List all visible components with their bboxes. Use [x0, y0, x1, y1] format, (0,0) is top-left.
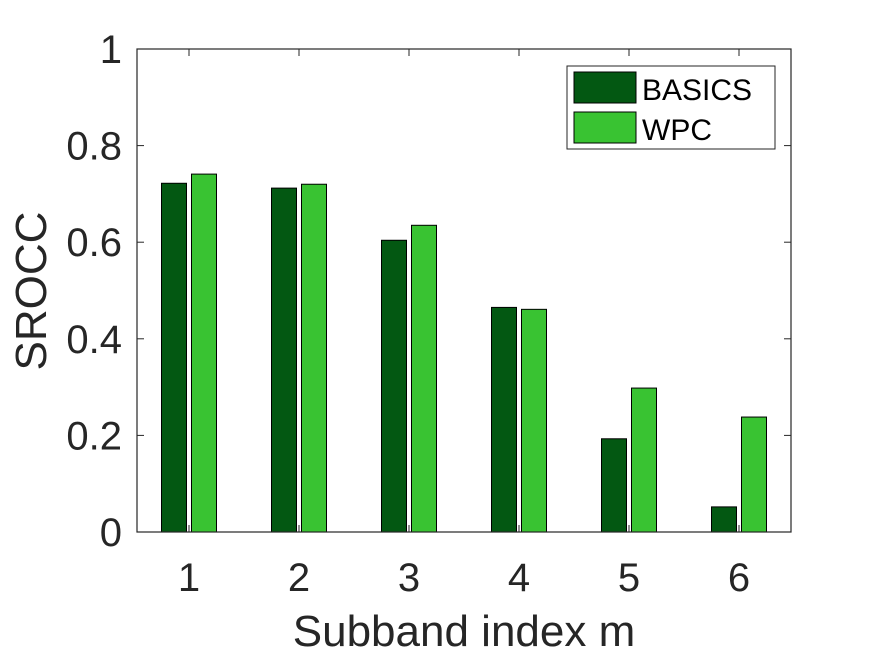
x-tick-label: 6 [728, 556, 750, 600]
bar-basics-3 [381, 239, 407, 533]
bar-wpc-3 [411, 224, 437, 533]
x-tick-label: 2 [288, 556, 310, 600]
legend-label-wpc: WPC [642, 114, 712, 147]
x-tick-labels: 1 2 3 4 5 6 [178, 556, 750, 600]
bar-basics-1 [161, 182, 187, 533]
y-tick-label: 0.8 [66, 125, 122, 169]
legend: BASICS WPC [566, 65, 776, 150]
plot-area-frame [136, 48, 792, 533]
bar-wpc-2 [301, 183, 327, 533]
bar-wpc-4 [521, 308, 547, 533]
bar-basics-5 [601, 438, 627, 533]
y-tick-label: 1 [100, 28, 122, 72]
legend-label-basics: BASICS [642, 74, 752, 107]
x-tick-label: 5 [618, 556, 640, 600]
bar-wpc-1 [191, 173, 217, 533]
x-axis-label: Subband index m [293, 607, 635, 656]
bar-basics-6 [711, 506, 737, 533]
y-tick-label: 0.4 [66, 318, 122, 362]
y-tick-label: 0 [100, 511, 122, 555]
legend-swatch-basics [573, 71, 637, 104]
ticks-layer [137, 48, 791, 533]
bar-basics-4 [491, 306, 517, 533]
x-tick-label: 4 [508, 556, 530, 600]
bar-wpc-6 [741, 416, 767, 533]
legend-swatch-wpc [573, 111, 637, 144]
y-tick-label: 0.2 [66, 414, 122, 458]
y-axis-label: SROCC [7, 212, 56, 371]
bars-layer [161, 173, 767, 533]
x-tick-label: 1 [178, 556, 200, 600]
bar-basics-2 [271, 187, 297, 533]
y-tick-labels: 0 0.2 0.4 0.6 0.8 1 [66, 28, 122, 555]
y-tick-label: 0.6 [66, 221, 122, 265]
bar-wpc-5 [631, 387, 657, 533]
x-tick-label: 3 [398, 556, 420, 600]
